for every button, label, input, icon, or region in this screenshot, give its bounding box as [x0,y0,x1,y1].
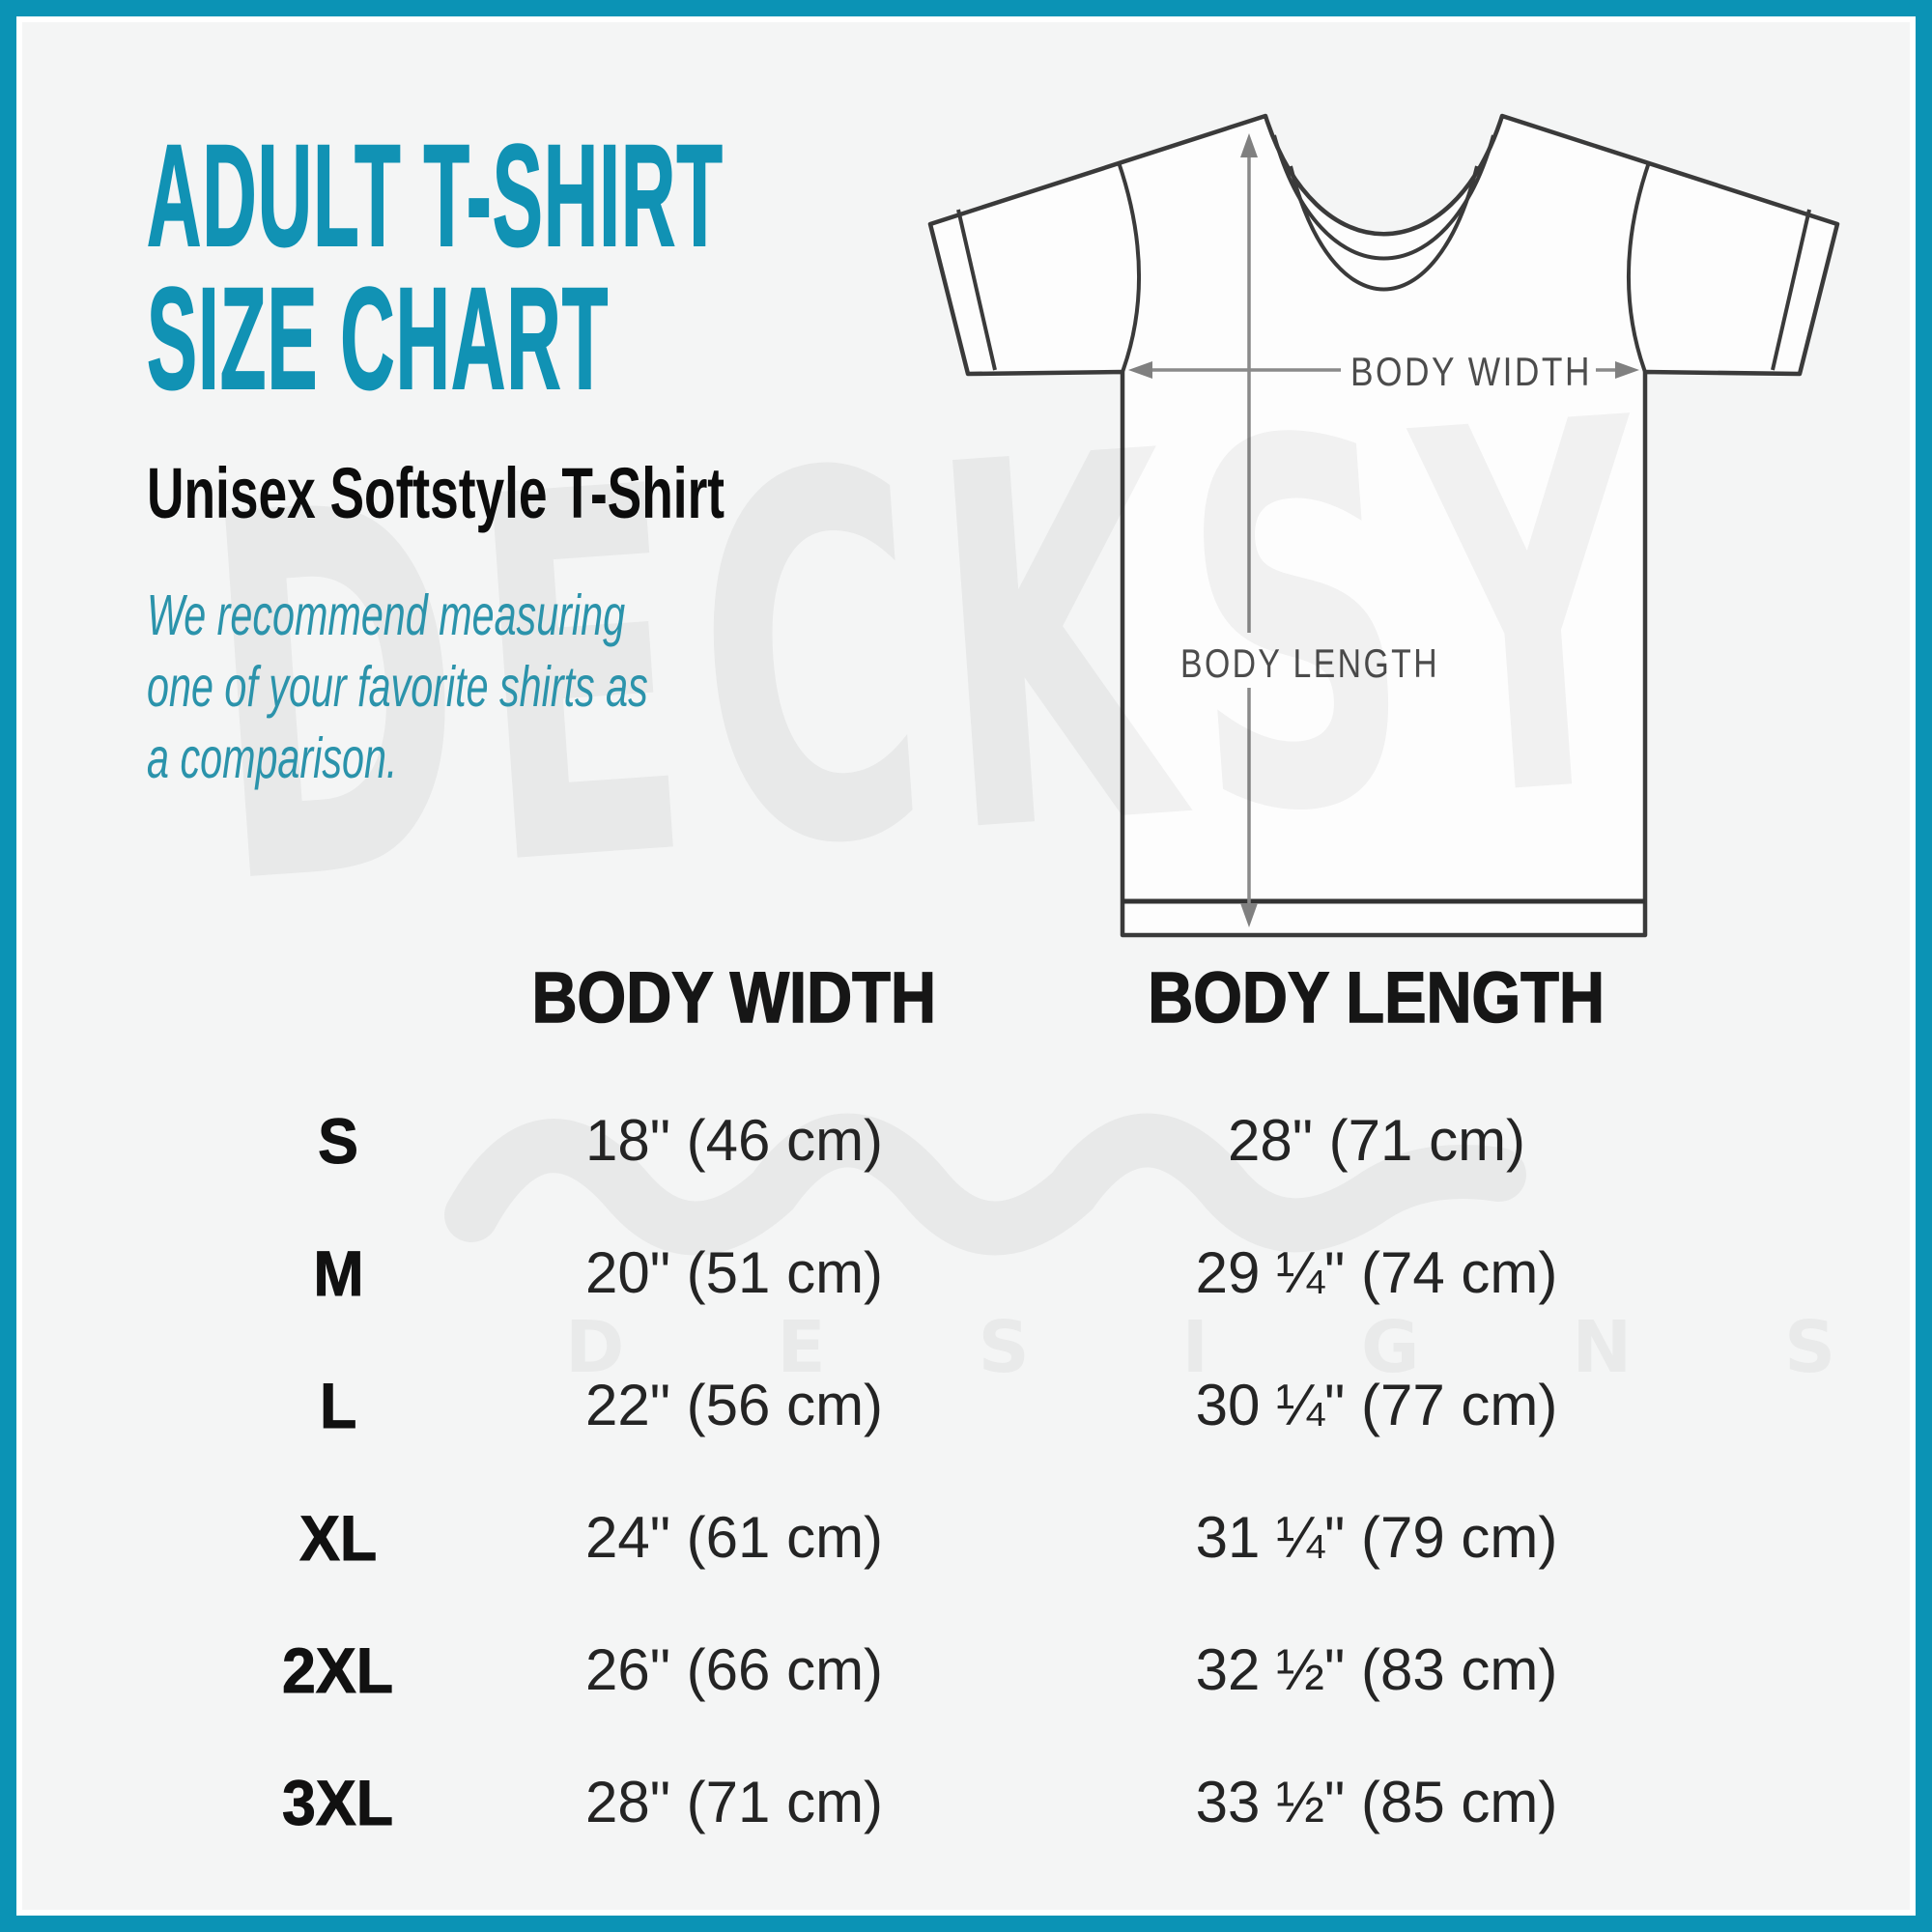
column-header-body-width: BODY WIDTH [531,956,937,1038]
tshirt-outline [927,113,1840,938]
body-width-m: 20" (51 cm) [584,1240,884,1305]
body-width-xl: 24" (61 cm) [584,1505,884,1570]
size-table-corner [232,942,444,1053]
body-width-3xl: 28" (71 cm) [584,1770,884,1834]
measuring-note-line3: a comparison. [147,726,398,790]
page-title-line2: SIZE CHART [146,257,610,419]
page-title: ADULT T-SHIRT SIZE CHART [146,114,724,419]
body-length-m: 29 ¼" (74 cm) [1195,1240,1558,1305]
body-width-2xl: 26" (66 cm) [584,1637,884,1702]
body-length-2xl: 32 ½" (83 cm) [1195,1637,1558,1702]
arrowhead-down-icon [1240,903,1258,927]
body-width-s: 18" (46 cm) [584,1108,884,1173]
cuff-seam-right [1771,209,1811,371]
cuff-seam-left [956,209,997,371]
diagram-body-width-label: BODY WIDTH [1350,349,1592,394]
collar-rib-line-2 [1289,165,1479,292]
column-header-body-length: BODY LENGTH [1148,956,1605,1038]
armhole-seam-right [1627,161,1651,373]
diagram-body-length-label: BODY LENGTH [1180,640,1439,686]
body-length-s: 28" (71 cm) [1227,1108,1526,1173]
size-label-m: M [312,1236,364,1309]
arrowhead-right-icon [1615,361,1639,379]
size-label-3xl: 3XL [282,1766,394,1838]
arrowhead-left-icon [1128,361,1152,379]
body-length-xl: 31 ¼" (79 cm) [1195,1505,1558,1570]
armhole-seam-left [1117,161,1141,373]
size-label-l: L [319,1369,357,1441]
size-label-2xl: 2XL [282,1634,394,1706]
body-width-l: 22" (56 cm) [584,1373,884,1437]
body-length-l: 30 ¼" (77 cm) [1195,1373,1558,1437]
measuring-note: We recommend measuring one of your favor… [147,580,648,794]
body-length-3xl: 33 ½" (85 cm) [1195,1770,1558,1834]
size-table: BODY WIDTH BODY LENGTH S 18" (46 cm) 28"… [232,942,1729,1868]
size-label-xl: XL [298,1501,378,1574]
measuring-note-line2: one of your favorite shirts as [147,655,648,719]
page-title-line1: ADULT T-SHIRT [146,114,724,276]
arrowhead-up-icon [1240,133,1258,157]
size-label-s: S [318,1104,359,1177]
product-subtitle: Unisex Softstyle T-Shirt [147,453,725,533]
measuring-note-line1: We recommend measuring [147,583,626,647]
